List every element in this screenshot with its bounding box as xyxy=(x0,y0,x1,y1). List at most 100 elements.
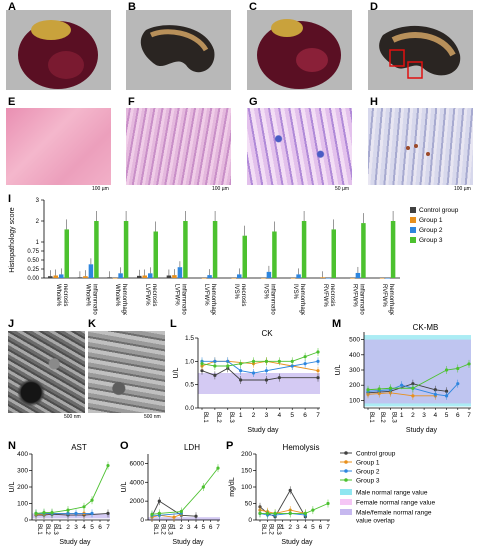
data-point xyxy=(258,511,262,515)
y-axis-label: mg/dL xyxy=(229,477,236,497)
data-point xyxy=(251,359,256,363)
y-tick-label: 0.0 xyxy=(185,405,194,412)
bar xyxy=(196,278,201,279)
bar xyxy=(301,221,307,278)
y-tick-label: 1.5 xyxy=(185,335,194,342)
y-axis-label: U/L xyxy=(121,481,128,492)
x-tick-label: 1 xyxy=(400,412,404,419)
data-point xyxy=(366,388,370,392)
normal-range-overlap-band xyxy=(32,513,110,519)
x-tick-label: BL2 xyxy=(379,412,385,423)
data-point xyxy=(34,511,38,515)
data-point xyxy=(106,511,110,515)
bar xyxy=(88,264,94,278)
y-tick-label: 1 xyxy=(36,240,40,246)
photo-heart-d xyxy=(368,10,473,90)
y-tick-label: 300 xyxy=(349,367,360,374)
x-tick-label: BL2 xyxy=(215,412,221,423)
bar xyxy=(379,278,385,279)
x-tick-label: Whole% xyxy=(55,284,61,307)
data-point xyxy=(467,362,471,366)
data-point xyxy=(201,485,205,489)
x-tick-label: 7 xyxy=(467,412,471,419)
x-tick-label: RVFW% xyxy=(322,284,328,308)
data-point xyxy=(277,359,281,363)
ck-line-chart: 0.0 0.5 1.0 1.5 U/L CK BL1 BL2 BL3 1 2 3 4 5 6 7 Study d… xyxy=(173,329,320,434)
legend-label: Male normal range value xyxy=(356,490,428,497)
legend-swatch xyxy=(410,207,416,213)
x-tick-label: 6 xyxy=(303,412,307,419)
data-point xyxy=(213,359,217,363)
x-tick-label: LVFW% xyxy=(144,284,150,306)
x-tick-label: hemorrhage xyxy=(388,284,394,315)
x-tick-label: 3 xyxy=(187,524,191,531)
data-point xyxy=(456,382,460,386)
y-tick-label: 100 xyxy=(349,397,360,404)
data-point xyxy=(316,376,320,380)
data-point xyxy=(444,389,449,393)
x-tick-label: inflammation xyxy=(92,284,98,315)
bar xyxy=(231,278,236,279)
label-b: B xyxy=(128,1,136,13)
y-axis-label: U/L xyxy=(173,367,180,378)
data-point xyxy=(303,511,307,515)
label-h: H xyxy=(370,96,378,108)
legend-marker xyxy=(344,460,348,464)
data-point xyxy=(90,511,94,515)
bar xyxy=(320,277,325,278)
data-point xyxy=(194,514,198,518)
bar xyxy=(290,278,296,279)
legend-range-swatch xyxy=(340,489,352,495)
y-tick-label: 0 xyxy=(248,517,252,524)
x-tick-label: LVFW% xyxy=(203,284,209,306)
y-tick-label: 4000 xyxy=(130,479,145,486)
label-i: I xyxy=(8,193,12,205)
normal-range-overlap-band xyxy=(364,339,471,404)
x-tick-label: 3 xyxy=(265,412,269,419)
bar xyxy=(272,231,277,278)
y-tick-label: 0.50 xyxy=(27,258,39,264)
normal-range-overlap-band xyxy=(148,517,220,520)
x-tick-label: IVS% xyxy=(292,284,298,300)
legend-label: value overlap xyxy=(356,518,395,525)
y-tick-label: 0.00 xyxy=(27,276,39,282)
data-point xyxy=(326,501,330,506)
hemolysis-line-chart: 0 50 100 150 200 mg/dL Hemolysis BL1 BL2 BL3 1 2 3 4 5… xyxy=(229,443,330,546)
data-point xyxy=(50,510,54,515)
chart-title: LDH xyxy=(184,443,200,452)
x-axis-label: Study day xyxy=(406,427,438,434)
x-tick-label: inflammation xyxy=(359,284,365,315)
bar xyxy=(331,229,336,278)
bar xyxy=(361,223,366,278)
x-tick-label: 5 xyxy=(90,524,94,531)
data-point xyxy=(42,510,46,515)
label-a: A xyxy=(8,1,16,13)
y-tick-label: 50 xyxy=(245,501,253,508)
legend-label: Group 2 xyxy=(419,227,443,234)
photo-heart-c xyxy=(247,10,352,90)
data-point xyxy=(251,371,256,375)
x-tick-label: BL2 xyxy=(159,524,165,535)
bar xyxy=(118,273,123,278)
label-c: C xyxy=(249,1,257,13)
bar xyxy=(166,275,172,278)
bar xyxy=(261,278,266,279)
x-tick-label: 6 xyxy=(319,524,323,531)
data-point xyxy=(265,511,270,515)
data-point xyxy=(316,350,320,354)
data-point xyxy=(239,362,243,366)
x-tick-label: 4 xyxy=(304,524,308,531)
bar xyxy=(201,278,207,279)
legend-label: Group 3 xyxy=(419,237,443,244)
series-line xyxy=(35,465,109,514)
chart-title: CK-MB xyxy=(413,323,439,332)
bar xyxy=(212,221,218,278)
data-point xyxy=(277,376,281,380)
ldh-line-chart: 0 2000 4000 6000 U/L LDH BL1 BL2 BL3 1 2 3 4 5 6 7 Study… xyxy=(121,443,220,546)
histology-e xyxy=(6,108,111,185)
x-tick-label: necrosis xyxy=(329,284,335,306)
bar xyxy=(148,273,153,278)
scalebar-f: 100 µm xyxy=(212,186,229,192)
y-tick-label: 400 xyxy=(17,451,28,458)
data-point xyxy=(290,364,294,368)
